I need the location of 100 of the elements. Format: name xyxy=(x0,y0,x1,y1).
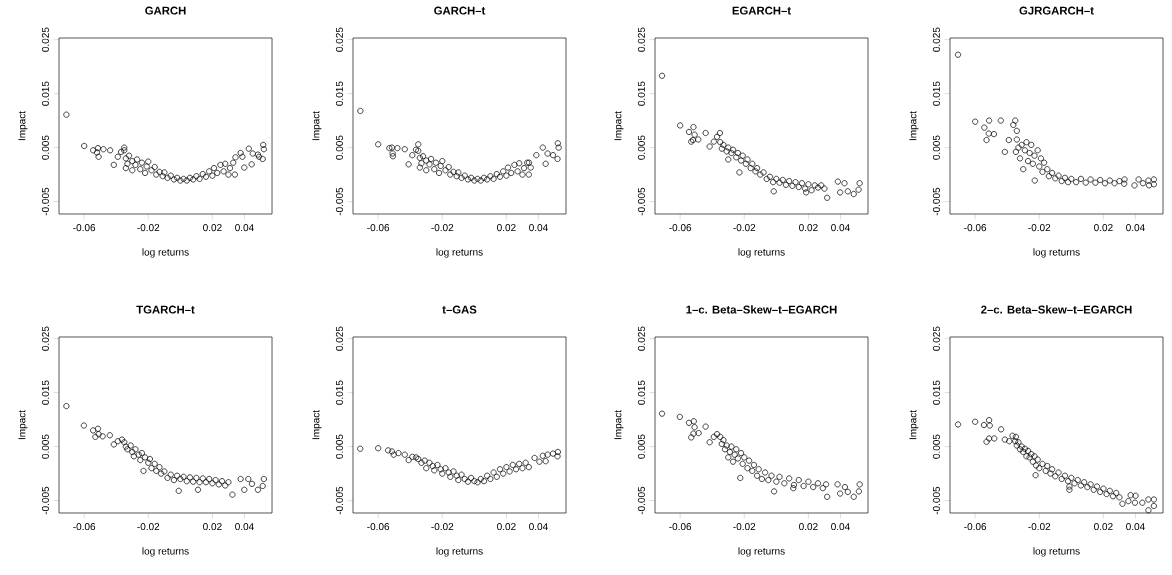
point xyxy=(990,131,997,138)
point xyxy=(850,493,857,500)
point xyxy=(728,443,735,450)
x-tick-label: -0.06 xyxy=(964,523,987,531)
y-tick-label: 0.025 xyxy=(932,326,940,351)
point xyxy=(434,461,441,468)
point xyxy=(695,430,702,437)
point xyxy=(445,469,452,476)
point xyxy=(1101,180,1109,187)
point xyxy=(522,459,529,466)
point xyxy=(690,430,697,437)
x-tick-label: 0.04 xyxy=(1126,224,1145,232)
x-axis-title: log returns xyxy=(142,248,189,258)
point xyxy=(749,467,756,474)
point xyxy=(722,446,729,453)
point xyxy=(405,457,412,464)
point xyxy=(824,493,831,500)
point xyxy=(1036,163,1043,170)
point xyxy=(554,453,561,460)
point xyxy=(1106,177,1113,184)
y-tick-label: 0.005 xyxy=(41,135,49,160)
point xyxy=(702,423,709,430)
point xyxy=(776,473,783,480)
point xyxy=(1049,169,1056,177)
y-tick-label: 0.005 xyxy=(41,434,49,459)
point xyxy=(401,451,408,458)
x-axis-title: log returns xyxy=(142,547,189,557)
point xyxy=(1025,158,1032,165)
point xyxy=(357,445,364,452)
x-tick-label: -0.02 xyxy=(733,523,756,531)
x-tick-label: 0.02 xyxy=(799,224,818,232)
point xyxy=(1111,180,1118,187)
point xyxy=(375,445,382,452)
point xyxy=(421,457,428,464)
point xyxy=(1052,175,1059,182)
point xyxy=(734,455,741,462)
y-tick-label: -0.005 xyxy=(932,486,940,515)
x-tick-label: -0.06 xyxy=(367,523,390,531)
point xyxy=(447,473,454,480)
point xyxy=(1073,179,1080,186)
x-tick-label: 0.02 xyxy=(799,523,818,531)
point xyxy=(771,488,778,495)
point xyxy=(395,450,402,457)
point xyxy=(1121,176,1128,183)
point xyxy=(837,490,844,497)
point xyxy=(1058,178,1065,185)
point xyxy=(765,477,772,484)
point xyxy=(1146,182,1153,189)
point xyxy=(1020,166,1027,173)
point xyxy=(795,477,802,484)
point xyxy=(1135,176,1142,183)
point xyxy=(985,130,992,137)
point xyxy=(983,137,990,144)
x-tick-label: 0.02 xyxy=(1094,224,1113,232)
point xyxy=(554,448,561,456)
point xyxy=(550,450,557,457)
y-tick-label: 0.025 xyxy=(335,27,343,52)
x-tick-label: -0.02 xyxy=(431,224,454,232)
point xyxy=(442,465,449,472)
x-tick-label: -0.06 xyxy=(669,523,692,531)
point xyxy=(503,464,510,471)
y-tick-label: 0.025 xyxy=(932,27,940,52)
point xyxy=(773,478,780,485)
point xyxy=(1031,152,1038,159)
point xyxy=(1026,149,1033,157)
point xyxy=(754,472,761,479)
y-tick-label: 0.005 xyxy=(932,135,940,160)
point xyxy=(525,464,532,471)
point xyxy=(519,465,526,472)
point xyxy=(1001,148,1008,155)
point xyxy=(544,451,551,458)
point xyxy=(691,424,698,431)
point xyxy=(531,454,538,461)
x-tick-label: 0.04 xyxy=(1126,523,1145,531)
point xyxy=(1010,121,1017,128)
point xyxy=(844,488,851,495)
point xyxy=(726,448,733,456)
y-tick-label: -0.005 xyxy=(335,486,343,515)
point xyxy=(450,468,457,475)
y-tick-label: 0.025 xyxy=(335,326,343,351)
point xyxy=(1150,176,1157,183)
point xyxy=(720,437,727,444)
y-axis-title: Impact xyxy=(909,410,919,440)
point xyxy=(706,439,713,446)
point xyxy=(1029,160,1036,167)
point xyxy=(676,413,683,420)
x-tick-label: 0.02 xyxy=(203,224,222,232)
point xyxy=(758,475,765,483)
point xyxy=(805,478,812,485)
point xyxy=(762,469,769,476)
point xyxy=(841,484,848,491)
y-tick-label: -0.005 xyxy=(637,187,645,216)
y-tick-label: 0.015 xyxy=(637,380,645,405)
x-tick-label: 0.02 xyxy=(497,523,516,531)
point xyxy=(814,480,822,487)
point xyxy=(733,446,740,453)
point xyxy=(509,461,516,468)
x-tick-label: -0.06 xyxy=(73,523,96,531)
point xyxy=(1013,136,1020,143)
point xyxy=(458,471,465,478)
